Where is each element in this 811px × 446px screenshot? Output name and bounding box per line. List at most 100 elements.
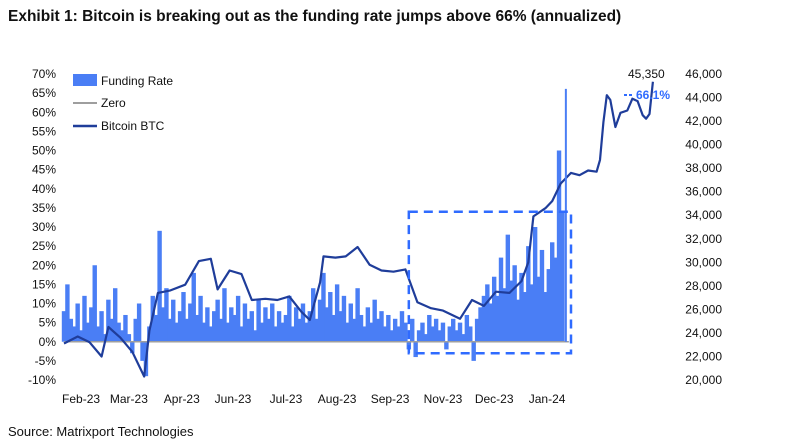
funding-rate-bar — [379, 311, 384, 342]
funding-rate-bar — [215, 299, 220, 342]
x-tick-label: Mar-23 — [110, 392, 148, 406]
funding-rate-bar — [242, 303, 248, 342]
x-axis: Feb-23 Mar-23 Apr-23 Jun-23 Jul-23 Aug-23 Sep-… — [62, 392, 566, 406]
funding-rate-bar — [358, 314, 364, 342]
funding-rate-bar — [526, 246, 531, 342]
funding-rate-bar — [232, 314, 237, 342]
funding-rate-bar — [157, 230, 162, 342]
left-tick-label: 70% — [32, 67, 56, 81]
legend-label-zero: Zero — [101, 96, 126, 110]
highlight-box — [407, 210, 573, 355]
funding-rate-bar — [208, 326, 214, 342]
right-tick-label: 28,000 — [685, 279, 722, 293]
funding-rate-bar — [106, 299, 111, 342]
x-tick-label: Aug-23 — [318, 392, 357, 406]
funding-rate-bar — [225, 322, 231, 342]
funding-rate-bar — [290, 326, 295, 342]
funding-rate-bar — [194, 314, 200, 342]
funding-rate-bar — [351, 318, 357, 342]
funding-rate-bar — [509, 280, 514, 342]
right-tick-label: 44,000 — [685, 91, 722, 105]
right-tick-label: 30,000 — [685, 255, 722, 269]
funding-rate-bar — [304, 322, 309, 342]
funding-rate-bar — [382, 326, 388, 342]
funding-rate-bar — [297, 318, 302, 342]
funding-rate-bar — [198, 295, 203, 342]
funding-rate-bar — [287, 295, 292, 342]
funding-rate-bar — [550, 242, 555, 342]
left-tick-label: 55% — [32, 124, 56, 138]
funding-rate-bar — [498, 257, 504, 342]
funding-rate-bar — [119, 330, 125, 342]
funding-rate-bar — [116, 322, 121, 342]
x-tick-label: Nov-23 — [424, 392, 463, 406]
funding-rate-bar — [85, 322, 91, 342]
left-axis: 70% 65% 60% 55% 50% 45% 40% 35% 30% 25% 20% 15% 10% 5… — [28, 67, 56, 387]
funding-rate-bar — [293, 307, 299, 342]
right-tick-label: 24,000 — [685, 326, 722, 340]
funding-rate-bar — [191, 272, 196, 342]
funding-rate-bar — [447, 326, 452, 342]
funding-rate-bar — [259, 322, 265, 342]
funding-rate-bar — [328, 292, 333, 342]
left-tick-label: 60% — [32, 105, 56, 119]
right-tick-label: 40,000 — [685, 138, 722, 152]
right-tick-label: 36,000 — [685, 185, 722, 199]
funding-rate-bar — [177, 311, 183, 342]
funding-rate-bar — [300, 303, 306, 342]
funding-rate-bar — [519, 272, 524, 342]
funding-rate-bar — [345, 322, 350, 342]
funding-rate-bar — [338, 311, 343, 342]
funding-rate-bar — [126, 334, 132, 342]
funding-rate-bar — [266, 318, 272, 342]
funding-rate-bar — [481, 295, 487, 342]
funding-rate-bar — [273, 326, 278, 342]
funding-rate-bar — [427, 314, 432, 342]
right-tick-label: 20,000 — [685, 373, 722, 387]
left-tick-label: 45% — [32, 163, 56, 177]
funding-rate-bar — [515, 299, 521, 342]
funding-rate-bar — [280, 322, 285, 342]
funding-rate-bar — [307, 311, 313, 342]
funding-rate-bar — [188, 303, 193, 342]
funding-rate-bar — [369, 322, 374, 342]
funding-rate-bar — [246, 318, 251, 342]
funding-rate-bar — [123, 314, 128, 342]
left-tick-label: 25% — [32, 239, 56, 253]
left-tick-label: 30% — [32, 220, 56, 234]
funding-rate-bar — [82, 295, 87, 342]
funding-rate-bar — [75, 303, 80, 342]
legend: Funding Rate Zero Bitcoin BTC — [73, 74, 173, 133]
funding-rate-bar — [212, 311, 217, 342]
funding-rate-bar — [72, 326, 77, 342]
right-tick-label: 32,000 — [685, 232, 722, 246]
funding-rate-bar — [113, 288, 118, 342]
funding-rate-bar — [140, 341, 145, 361]
funding-rate-bar — [324, 307, 330, 342]
funding-rate-bar — [95, 326, 101, 342]
left-tick-label: 15% — [32, 277, 56, 291]
source-note: Source: Matrixport Technologies — [8, 424, 194, 439]
funding-rate-bar — [440, 322, 446, 342]
funding-rate-bar — [389, 330, 394, 342]
right-tick-label: 42,000 — [685, 114, 722, 128]
funding-rate-bar — [133, 318, 138, 342]
funding-rate-bar — [334, 284, 340, 342]
funding-rate-bar — [314, 318, 319, 342]
x-tick-label: Jan-24 — [529, 392, 566, 406]
funding-rate-bar — [461, 334, 466, 342]
funding-rate-bar — [403, 322, 408, 342]
funding-rate-bar — [249, 311, 254, 342]
annotations: 45,350 66.1% — [624, 67, 670, 102]
x-tick-label: Jul-23 — [270, 392, 303, 406]
x-tick-label: Feb-23 — [62, 392, 100, 406]
left-tick-label: -5% — [35, 354, 57, 368]
funding-rate-bar — [239, 326, 244, 342]
right-tick-label: 46,000 — [685, 67, 722, 81]
right-tick-label: 34,000 — [685, 208, 722, 222]
right-tick-label: 38,000 — [685, 161, 722, 175]
funding-rate-bar — [471, 341, 476, 361]
left-tick-label: 20% — [32, 258, 56, 272]
funding-rate-bar — [413, 341, 418, 358]
funding-rate-bar — [532, 227, 538, 342]
